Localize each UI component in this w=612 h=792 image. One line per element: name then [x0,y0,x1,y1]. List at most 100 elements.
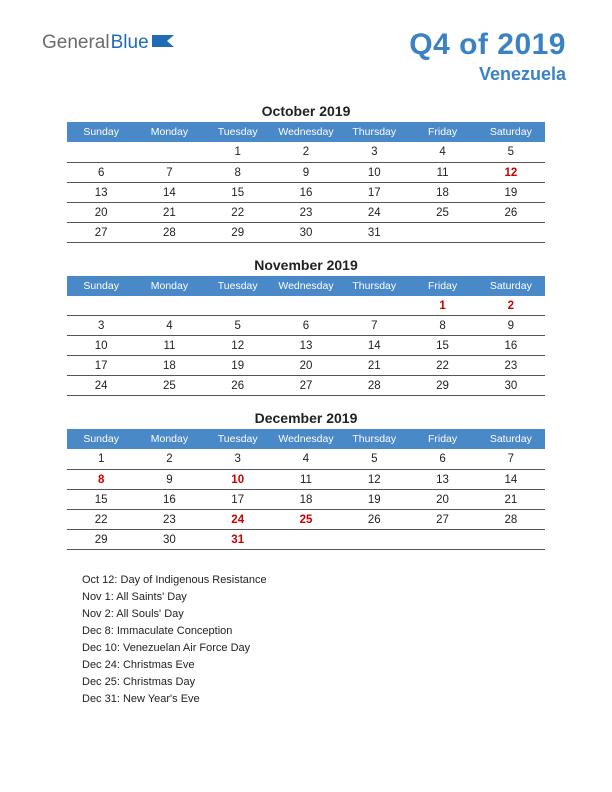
weekday-header: Sunday [67,429,135,449]
calendar-day: 7 [340,316,408,336]
calendar-day: 30 [135,529,203,549]
calendar-day [272,296,340,316]
weekday-header: Wednesday [272,429,340,449]
calendar-day: 20 [67,202,135,222]
calendar-day [135,142,203,162]
weekday-header: Monday [135,122,203,142]
calendar-day: 24 [67,376,135,396]
calendar-day: 30 [477,376,545,396]
calendar-day: 29 [408,376,476,396]
calendar-day: 29 [204,222,272,242]
calendar-day: 2 [135,449,203,469]
calendar-day: 15 [408,336,476,356]
calendar-day: 4 [272,449,340,469]
calendar-row: 15161718192021 [67,489,545,509]
calendar-day: 17 [340,182,408,202]
weekday-header: Monday [135,276,203,296]
calendar-day: 5 [340,449,408,469]
calendar-day: 4 [135,316,203,336]
calendar-row: 13141516171819 [67,182,545,202]
calendar-row: 2728293031 [67,222,545,242]
holiday-item: Nov 1: All Saints' Day [82,589,572,606]
month-title: December 2019 [67,410,545,426]
calendar-day: 14 [477,469,545,489]
calendar-day [67,142,135,162]
calendar-table: SundayMondayTuesdayWednesdayThursdayFrid… [67,276,545,397]
calendar-day: 7 [135,162,203,182]
calendar-row: 3456789 [67,316,545,336]
calendar-day: 25 [272,509,340,529]
calendar-day: 21 [477,489,545,509]
calendar-day: 31 [204,529,272,549]
calendar-day: 7 [477,449,545,469]
calendar-day: 21 [340,356,408,376]
calendar-day: 6 [408,449,476,469]
logo-text-2: Blue [111,32,149,54]
weekday-header: Thursday [340,122,408,142]
calendar-day: 18 [408,182,476,202]
calendar-day: 12 [204,336,272,356]
calendar-day [272,529,340,549]
page-subtitle: Venezuela [40,64,566,85]
calendar-day [408,222,476,242]
calendar-day [340,296,408,316]
calendar-row: 6789101112 [67,162,545,182]
calendar-day: 9 [272,162,340,182]
calendar-day: 10 [67,336,135,356]
calendar-row: 12 [67,296,545,316]
calendar-day: 14 [340,336,408,356]
calendar-day: 12 [340,469,408,489]
calendar-day: 20 [272,356,340,376]
calendar-day [408,529,476,549]
weekday-header: Wednesday [272,122,340,142]
calendar-day: 15 [67,489,135,509]
months-container: October 2019SundayMondayTuesdayWednesday… [40,103,572,550]
calendar-day: 5 [477,142,545,162]
calendar-day: 11 [272,469,340,489]
calendar-row: 1234567 [67,449,545,469]
weekday-header: Tuesday [204,122,272,142]
calendar-day: 1 [408,296,476,316]
calendar-day: 8 [408,316,476,336]
calendar-row: 293031 [67,529,545,549]
holiday-item: Oct 12: Day of Indigenous Resistance [82,572,572,589]
calendar-day [340,529,408,549]
logo-flag-icon [152,33,176,49]
calendar-row: 891011121314 [67,469,545,489]
calendar-day: 22 [67,509,135,529]
calendar-day: 8 [67,469,135,489]
calendar-day: 26 [477,202,545,222]
holiday-item: Dec 8: Immaculate Conception [82,623,572,640]
calendar-day: 28 [135,222,203,242]
calendar-day: 3 [340,142,408,162]
calendar-day: 13 [67,182,135,202]
calendar-day: 13 [408,469,476,489]
calendar-day: 24 [204,509,272,529]
holiday-item: Dec 10: Venezuelan Air Force Day [82,640,572,657]
calendar-day: 15 [204,182,272,202]
weekday-header: Sunday [67,122,135,142]
holiday-item: Dec 24: Christmas Eve [82,657,572,674]
calendar-day: 30 [272,222,340,242]
calendar-day: 27 [408,509,476,529]
calendar-day [477,222,545,242]
calendar-row: 20212223242526 [67,202,545,222]
calendar-day [204,296,272,316]
weekday-header: Thursday [340,276,408,296]
calendar-day: 17 [67,356,135,376]
holiday-item: Dec 31: New Year's Eve [82,691,572,708]
month-title: November 2019 [67,257,545,273]
calendar-row: 12345 [67,142,545,162]
calendar-day: 3 [204,449,272,469]
holiday-item: Dec 25: Christmas Day [82,674,572,691]
calendar-day: 19 [340,489,408,509]
holidays-list: Oct 12: Day of Indigenous ResistanceNov … [40,572,572,708]
calendar-day: 23 [272,202,340,222]
calendar-day: 1 [67,449,135,469]
month-block: November 2019 SundayMondayTuesdayWednesda… [67,257,545,397]
calendar-day: 19 [477,182,545,202]
weekday-header: Friday [408,429,476,449]
weekday-header: Saturday [477,122,545,142]
calendar-day: 18 [135,356,203,376]
weekday-header: Tuesday [204,429,272,449]
